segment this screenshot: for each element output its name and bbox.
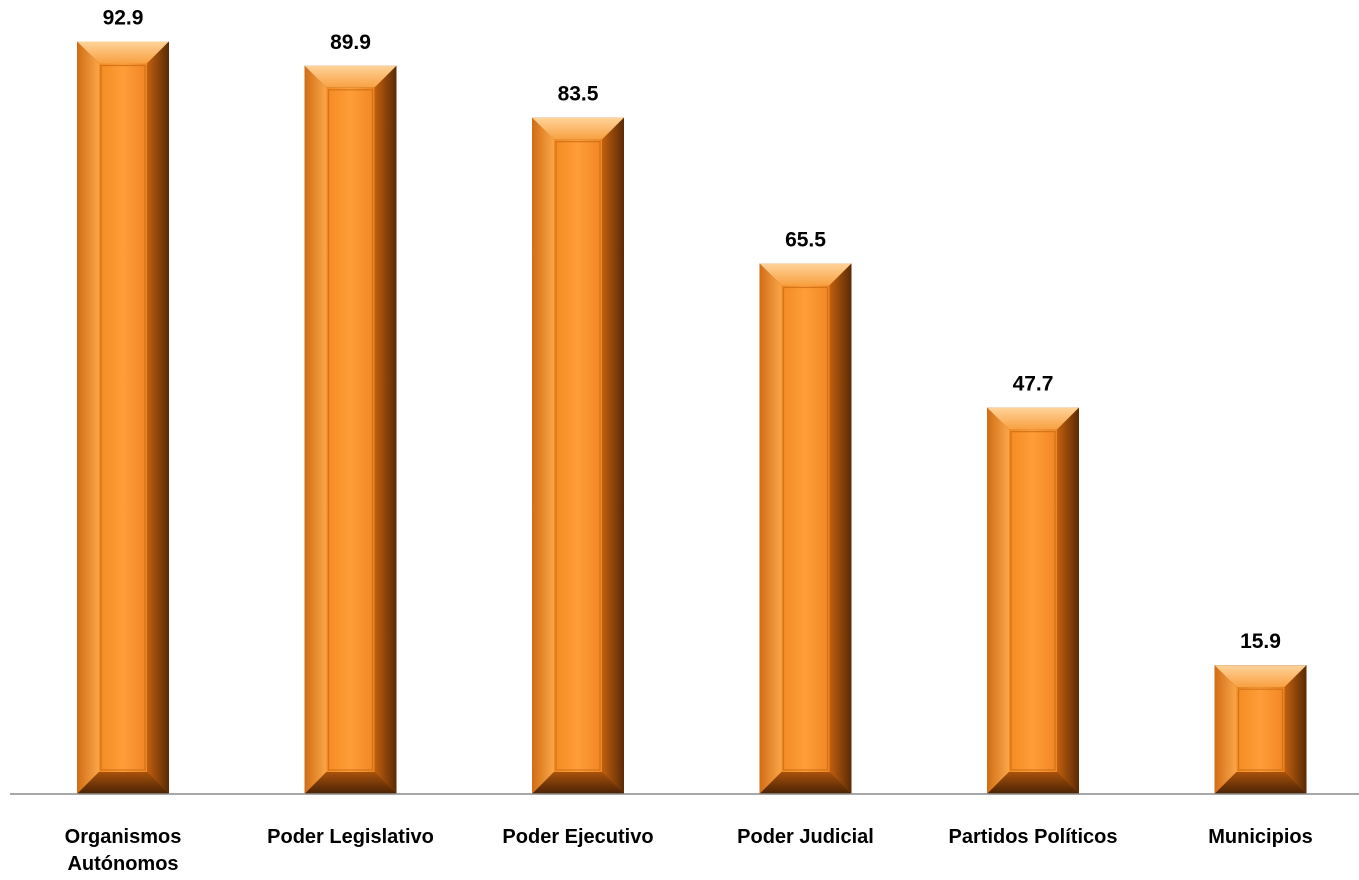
- category-label: Partidos Políticos: [949, 826, 1118, 848]
- labels-group: 92.9 Organismos Autónomos 89.9 Poder Legisla…: [65, 7, 1313, 875]
- bar: [532, 117, 624, 794]
- bars-group: [77, 41, 1307, 794]
- bar: [987, 407, 1079, 794]
- bar: [1214, 665, 1307, 794]
- bar: [304, 65, 397, 794]
- data-label: 65.5: [785, 228, 826, 251]
- data-label: 47.7: [1013, 373, 1054, 396]
- category-label: Municipios: [1208, 826, 1312, 848]
- data-label: 92.9: [103, 7, 144, 30]
- category-label: Poder Judicial: [737, 826, 874, 848]
- bar: [759, 263, 852, 794]
- bar: [77, 41, 169, 794]
- data-label: 15.9: [1240, 630, 1281, 653]
- data-label: 83.5: [558, 83, 599, 106]
- data-label: 89.9: [330, 31, 371, 54]
- category-label: Poder Legislativo: [267, 826, 434, 848]
- category-label: Organismos Autónomos: [65, 826, 182, 875]
- category-label: Poder Ejecutivo: [502, 826, 653, 848]
